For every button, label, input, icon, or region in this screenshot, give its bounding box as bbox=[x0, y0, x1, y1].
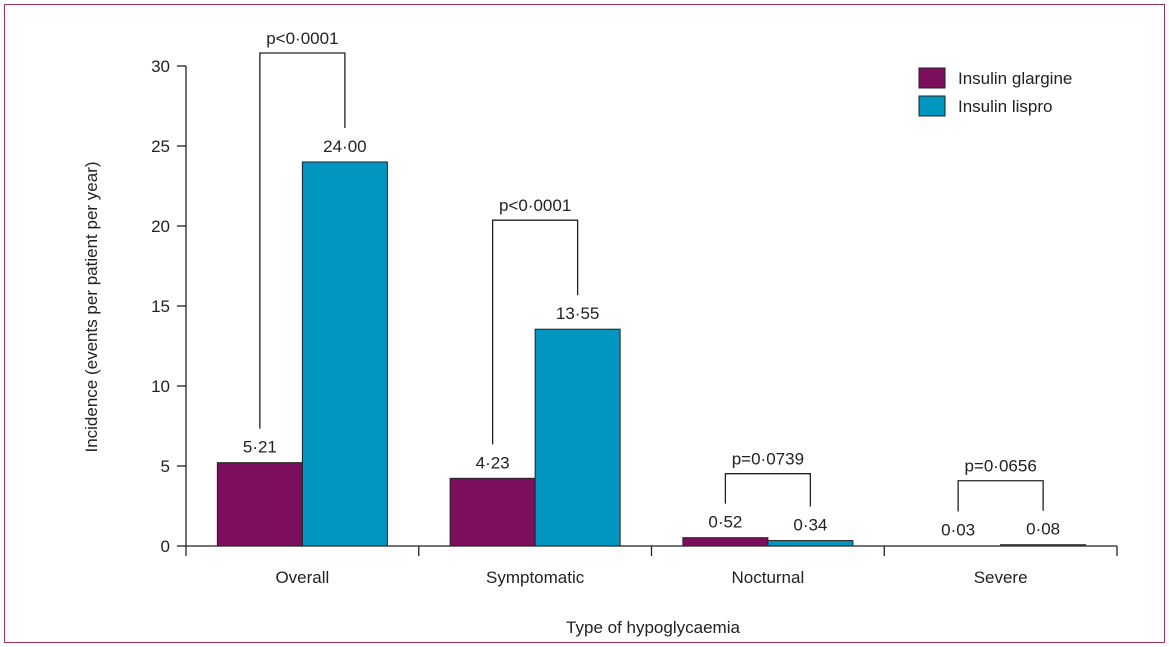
legend-label-insulin-glargine: Insulin glargine bbox=[958, 69, 1072, 88]
y-tick-label: 30 bbox=[151, 57, 170, 76]
data-label-insulin-glargine-symptomatic: 4·23 bbox=[476, 453, 510, 472]
bar-insulin-lispro-overall bbox=[301, 161, 388, 547]
data-label-insulin-glargine-overall: 5·21 bbox=[243, 438, 277, 457]
y-axis-title: Incidence (events per patient per year) bbox=[82, 161, 101, 452]
y-tick-label: 20 bbox=[151, 217, 170, 236]
p-value-label-overall: p<0·0001 bbox=[266, 29, 338, 48]
significance-bracket-symptomatic bbox=[491, 219, 579, 445]
y-tick-label: 15 bbox=[151, 297, 170, 316]
y-axis: 0 5 10 15 20 25 30 bbox=[151, 57, 187, 556]
significance-brackets: p<0·0001 p<0·0001 p=0·0739 p=0·0656 bbox=[259, 29, 1044, 512]
data-label-insulin-lispro-severe: 0·08 bbox=[1026, 520, 1060, 539]
data-label-insulin-glargine-severe: 0·03 bbox=[941, 521, 975, 540]
bar-insulin-glargine-overall bbox=[216, 462, 303, 547]
legend-swatch-insulin-glargine bbox=[918, 67, 946, 89]
p-value-label-severe: p=0·0656 bbox=[964, 457, 1036, 476]
p-value-label-symptomatic: p<0·0001 bbox=[499, 196, 571, 215]
significance-bracket-overall bbox=[259, 52, 346, 429]
bar-insulin-glargine-nocturnal bbox=[682, 537, 769, 547]
bars bbox=[216, 161, 1087, 547]
y-tick-label: 0 bbox=[161, 537, 170, 556]
category-label-severe: Severe bbox=[974, 568, 1028, 587]
bar-insulin-glargine-symptomatic bbox=[449, 477, 536, 547]
y-tick-label: 5 bbox=[161, 457, 170, 476]
significance-bracket-nocturnal bbox=[724, 473, 812, 507]
data-labels: 5·21 24·00 4·23 13·55 0·52 0·34 0·03 0·08 bbox=[243, 137, 1060, 540]
category-label-symptomatic: Symptomatic bbox=[486, 568, 585, 587]
legend-swatch-insulin-lispro bbox=[918, 95, 946, 117]
data-label-insulin-lispro-overall: 24·00 bbox=[323, 137, 366, 156]
data-label-insulin-glargine-nocturnal: 0·52 bbox=[708, 513, 742, 532]
p-value-label-nocturnal: p=0·0739 bbox=[732, 450, 804, 469]
y-tick-label: 10 bbox=[151, 377, 170, 396]
data-label-insulin-lispro-nocturnal: 0·34 bbox=[793, 516, 827, 535]
bar-insulin-lispro-nocturnal bbox=[767, 540, 854, 547]
legend: Insulin glargine Insulin lispro bbox=[918, 67, 1072, 117]
y-tick-label: 25 bbox=[151, 137, 170, 156]
legend-label-insulin-lispro: Insulin lispro bbox=[958, 97, 1053, 116]
data-label-insulin-lispro-symptomatic: 13·55 bbox=[556, 304, 599, 323]
significance-bracket-severe bbox=[957, 480, 1044, 512]
category-label-overall: Overall bbox=[275, 568, 329, 587]
category-label-nocturnal: Nocturnal bbox=[731, 568, 804, 587]
x-axis-title: Type of hypoglycaemia bbox=[566, 618, 740, 637]
x-axis: Overall Symptomatic Nocturnal Severe bbox=[185, 545, 1118, 587]
bar-insulin-lispro-symptomatic bbox=[534, 328, 621, 547]
bar-insulin-lispro-severe bbox=[1000, 544, 1087, 547]
